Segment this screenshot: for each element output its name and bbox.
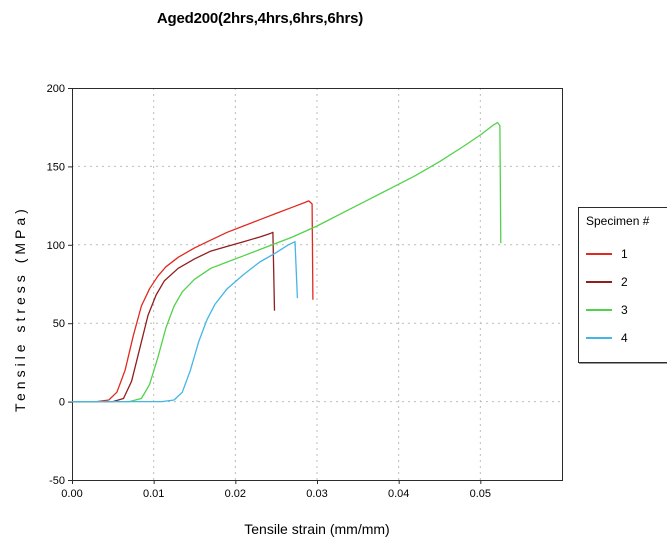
legend-item-4: 4 — [586, 324, 667, 352]
legend-item-label: 4 — [621, 331, 628, 345]
legend-item-3: 3 — [586, 296, 667, 324]
y-tick-label: 0 — [59, 397, 65, 409]
x-tick-label: 0.01 — [143, 488, 164, 500]
legend-items: 1 2 3 4 — [586, 240, 667, 352]
chart-title: Aged200(2hrs,4hrs,6hrs,6hrs) — [156, 10, 364, 27]
legend-item-label: 2 — [621, 275, 628, 289]
x-tick-label: 0.00 — [61, 488, 82, 500]
legend-item-label: 3 — [621, 303, 628, 317]
x-tick-label: 0.04 — [388, 488, 409, 500]
y-tick-label: 100 — [47, 240, 65, 252]
x-axis-label: Tensile strain (mm/mm) — [244, 521, 390, 537]
legend-item-label: 1 — [621, 247, 628, 261]
y-tick-label: 50 — [53, 318, 65, 330]
series-line-3 — [72, 121, 502, 403]
legend-line-swatch — [586, 337, 612, 339]
plot-border — [72, 88, 563, 481]
legend-title: Specimen # — [586, 214, 650, 228]
y-tick-label: 150 — [47, 161, 65, 173]
x-tick-label: 0.03 — [306, 488, 327, 500]
legend-line-swatch — [586, 253, 612, 255]
legend-item-2: 2 — [586, 268, 667, 296]
y-axis-label: Tensile stress (MPa) — [12, 205, 28, 412]
series-line-2 — [72, 231, 276, 403]
plot-area: 0.00 0.01 0.02 0.03 0.04 0.05 -50 0 50 100 150 200 — [47, 83, 563, 500]
legend-item-1: 1 — [586, 240, 667, 268]
y-tick-label: -50 — [49, 475, 65, 487]
legend-line-swatch — [586, 281, 612, 283]
x-tick-label: 0.02 — [225, 488, 246, 500]
legend-line-swatch — [586, 309, 612, 311]
y-tick-label: 200 — [47, 83, 65, 95]
series-line-4 — [72, 241, 299, 403]
legend: Specimen # 1 2 3 4 — [578, 207, 667, 363]
x-tick-label: 0.05 — [470, 488, 491, 500]
series-line-1 — [72, 200, 314, 403]
